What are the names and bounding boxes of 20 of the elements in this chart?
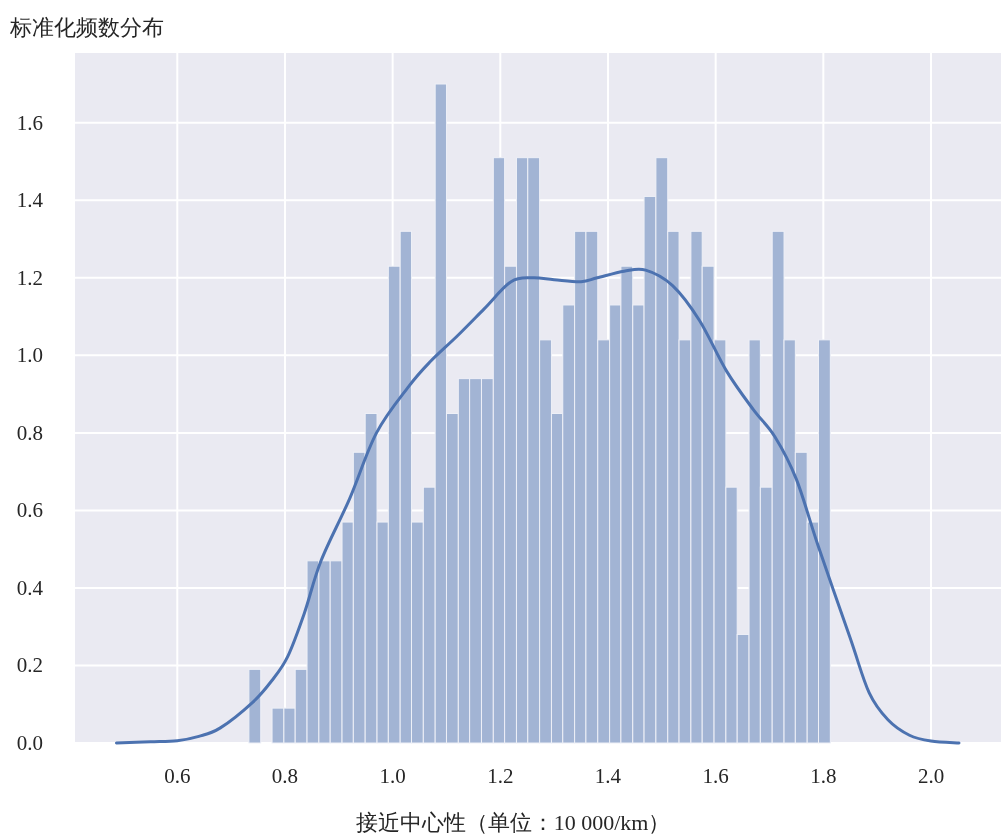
x-tick-label: 2.0 [917,764,945,788]
x-tick-label: 1.2 [487,764,514,788]
x-tick-label: 0.6 [164,764,191,788]
y-tick-label: 0.6 [16,498,43,523]
line-series [114,268,961,745]
y-tick-label: 0.0 [16,731,43,755]
x-tick-label: 1.6 [702,764,729,788]
y-tick-label: 1.0 [16,343,43,368]
y-tick-label: 1.2 [16,265,43,290]
x-tick-label: 1.0 [379,764,406,788]
y-tick-label: 0.2 [16,653,43,678]
y-tick-label: 0.8 [16,420,43,445]
y-tick-label: 0.4 [16,575,44,600]
x-tick-label: 1.4 [594,764,622,788]
y-tick-label: 1.6 [16,110,43,135]
x-tick-label: 0.8 [271,764,299,788]
x-axis-title: 接近中心性（单位：10 000/km） [355,810,671,835]
x-tick-label: 1.8 [810,764,837,788]
y-axis-title: 标准化频数分布 [9,15,164,40]
y-tick-label: 1.4 [16,188,44,213]
